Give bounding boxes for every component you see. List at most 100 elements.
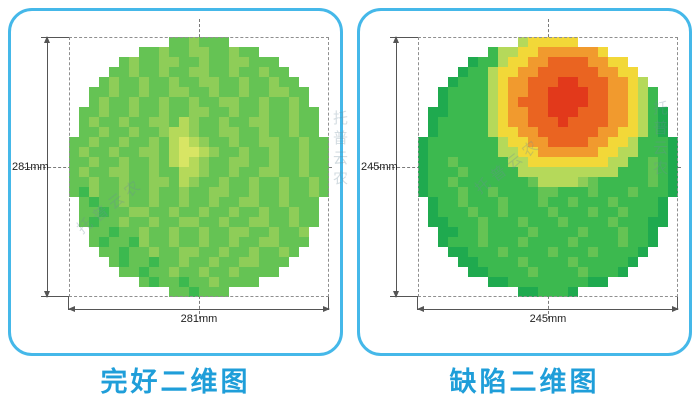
heatmap-cell [658, 167, 668, 177]
heatmap-cell [139, 47, 149, 57]
heatmap-cell [418, 77, 428, 87]
heatmap-cell [638, 107, 648, 117]
heatmap-cell [249, 287, 259, 297]
heatmap-cell [458, 107, 468, 117]
heatmap-cell [69, 147, 79, 157]
heatmap-cell [169, 117, 179, 127]
heatmap-cell [319, 97, 329, 107]
heatmap-cell [99, 77, 109, 87]
heatmap-cell [149, 157, 159, 167]
heatmap-cell [438, 257, 448, 267]
heatmap-cell [558, 97, 568, 107]
heatmap-cell [309, 47, 319, 57]
heatmap-cell [199, 267, 209, 277]
heatmap-cell [428, 127, 438, 137]
heatmap-cell [149, 167, 159, 177]
heatmap-cell [79, 247, 89, 257]
heatmap-cell [79, 277, 89, 287]
heatmap-cell [189, 87, 199, 97]
heatmap-cell [109, 277, 119, 287]
heatmap-cell [428, 197, 438, 207]
heatmap-cell [458, 67, 468, 77]
heatmap-cell [119, 67, 129, 77]
heatmap-cell [658, 217, 668, 227]
heatmap-cell [658, 127, 668, 137]
heatmap-cell [538, 287, 548, 297]
heatmap-cell [189, 67, 199, 77]
heatmap-cell [119, 87, 129, 97]
heatmap-cell [558, 247, 568, 257]
heatmap-cell [259, 177, 269, 187]
heatmap-cell [458, 277, 468, 287]
heatmap-cell [458, 247, 468, 257]
heatmap-cell [149, 277, 159, 287]
heatmap-cell [149, 227, 159, 237]
heatmap-cell [309, 137, 319, 147]
heatmap-cell [259, 287, 269, 297]
heatmap-cell [89, 97, 99, 107]
heatmap-cell [169, 37, 179, 47]
heatmap-cell [229, 97, 239, 107]
heatmap-cell [508, 247, 518, 257]
horizontal-dimension-line [68, 306, 330, 312]
heatmap-cell [179, 57, 189, 67]
heatmap-cell [99, 267, 109, 277]
heatmap-cell [79, 167, 89, 177]
heatmap-cell [279, 247, 289, 257]
heatmap-cell [289, 157, 299, 167]
heatmap-cell [598, 287, 608, 297]
heatmap-cell [309, 267, 319, 277]
heatmap-cell [299, 237, 309, 247]
heatmap-cell [189, 187, 199, 197]
heatmap-cell [548, 187, 558, 197]
heatmap-cell [418, 187, 428, 197]
heatmap-cell [518, 57, 528, 67]
heatmap-cell [508, 147, 518, 157]
heatmap-cell [269, 177, 279, 187]
heatmap-cell [508, 137, 518, 147]
heatmap-cell [648, 127, 658, 137]
heatmap-cell [578, 117, 588, 127]
heatmap-cell [299, 47, 309, 57]
heatmap-cell [518, 167, 528, 177]
heatmap-cell [309, 147, 319, 157]
heatmap-cell [69, 267, 79, 277]
heatmap-cell [169, 227, 179, 237]
heatmap-cell [668, 257, 678, 267]
heatmap-cell [668, 87, 678, 97]
heatmap-cell [468, 57, 478, 67]
heatmap-cell [438, 227, 448, 237]
heatmap-cell [159, 237, 169, 247]
heatmap-cell [478, 247, 488, 257]
vertical-dimension-label: 245mm [361, 161, 398, 173]
heatmap-cell [608, 47, 618, 57]
heatmap-cell [139, 187, 149, 197]
heatmap-cell [269, 257, 279, 267]
heatmap-cell [608, 197, 618, 207]
heatmap-cell [448, 137, 458, 147]
heatmap-cell [199, 247, 209, 257]
heatmap-cell [608, 187, 618, 197]
heatmap-cell [269, 207, 279, 217]
heatmap-cell [239, 97, 249, 107]
heatmap-cell [109, 267, 119, 277]
heatmap-cell [658, 137, 668, 147]
heatmap-cell [668, 167, 678, 177]
heatmap-cell [658, 107, 668, 117]
heatmap-cell [648, 37, 658, 47]
heatmap-cell [598, 107, 608, 117]
heatmap-cell [578, 217, 588, 227]
heatmap-cell [578, 227, 588, 237]
heatmap-cell [69, 187, 79, 197]
heatmap-defect [418, 37, 678, 297]
heatmap-cell [189, 217, 199, 227]
heatmap-cell [139, 37, 149, 47]
heatmap-cell [279, 107, 289, 117]
heatmap-cell [478, 277, 488, 287]
heatmap-cell [648, 77, 658, 87]
heatmap-cell [498, 67, 508, 77]
heatmap-cell [628, 97, 638, 107]
heatmap-cell [319, 247, 329, 257]
heatmap-cell [269, 247, 279, 257]
heatmap-cell [538, 37, 548, 47]
